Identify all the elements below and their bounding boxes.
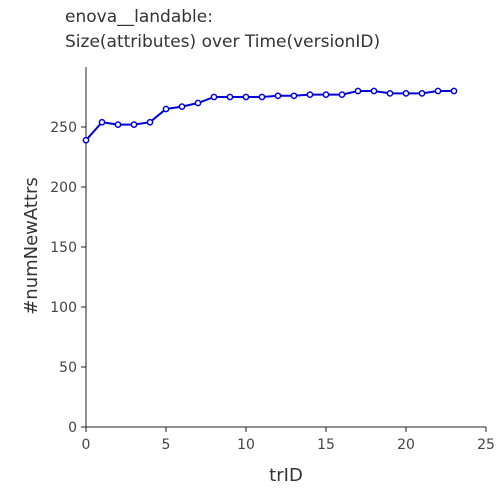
series [82, 87, 458, 144]
data-point [450, 87, 458, 95]
data-point [114, 121, 122, 128]
data-point [290, 92, 298, 100]
x-tick-label: 20 [397, 437, 415, 453]
y-tick-label: 100 [50, 300, 77, 316]
x-tick-label: 0 [82, 437, 91, 453]
data-point [194, 99, 202, 107]
x-tick-label: 25 [477, 437, 495, 453]
data-point [226, 93, 234, 101]
x-tick-label: 15 [317, 437, 335, 453]
data-point [242, 93, 250, 101]
y-axis-title: #numNewAttrs [21, 177, 42, 315]
y-tick-label: 0 [68, 420, 77, 436]
axes [85, 67, 486, 428]
chart-title-line-2: Size(attributes) over Time(versionID) [65, 32, 381, 52]
data-point [338, 91, 346, 98]
data-point [306, 91, 314, 98]
data-point [354, 87, 362, 95]
data-point [274, 92, 282, 100]
data-point [98, 118, 106, 126]
data-point [82, 136, 90, 144]
data-point [322, 91, 330, 98]
data-point [210, 93, 218, 101]
data-point [434, 87, 442, 95]
series-line [85, 90, 454, 141]
data-point [370, 87, 378, 95]
data-point [162, 105, 170, 113]
data-point [418, 90, 426, 97]
y-tick-label: 250 [50, 120, 77, 136]
data-point [130, 121, 138, 128]
x-axis-title: trID [269, 465, 303, 486]
chart-title-line-1: enova__landable: [65, 7, 213, 27]
data-point [258, 93, 266, 101]
data-point [178, 103, 186, 110]
data-point [402, 90, 410, 97]
y-tick-label: 150 [50, 240, 77, 256]
x-tick-label: 5 [162, 437, 171, 453]
data-point [386, 90, 394, 97]
y-tick-label: 50 [59, 360, 77, 376]
y-tick-label: 200 [50, 180, 77, 196]
x-tick-label: 10 [237, 437, 255, 453]
data-point [146, 118, 154, 126]
